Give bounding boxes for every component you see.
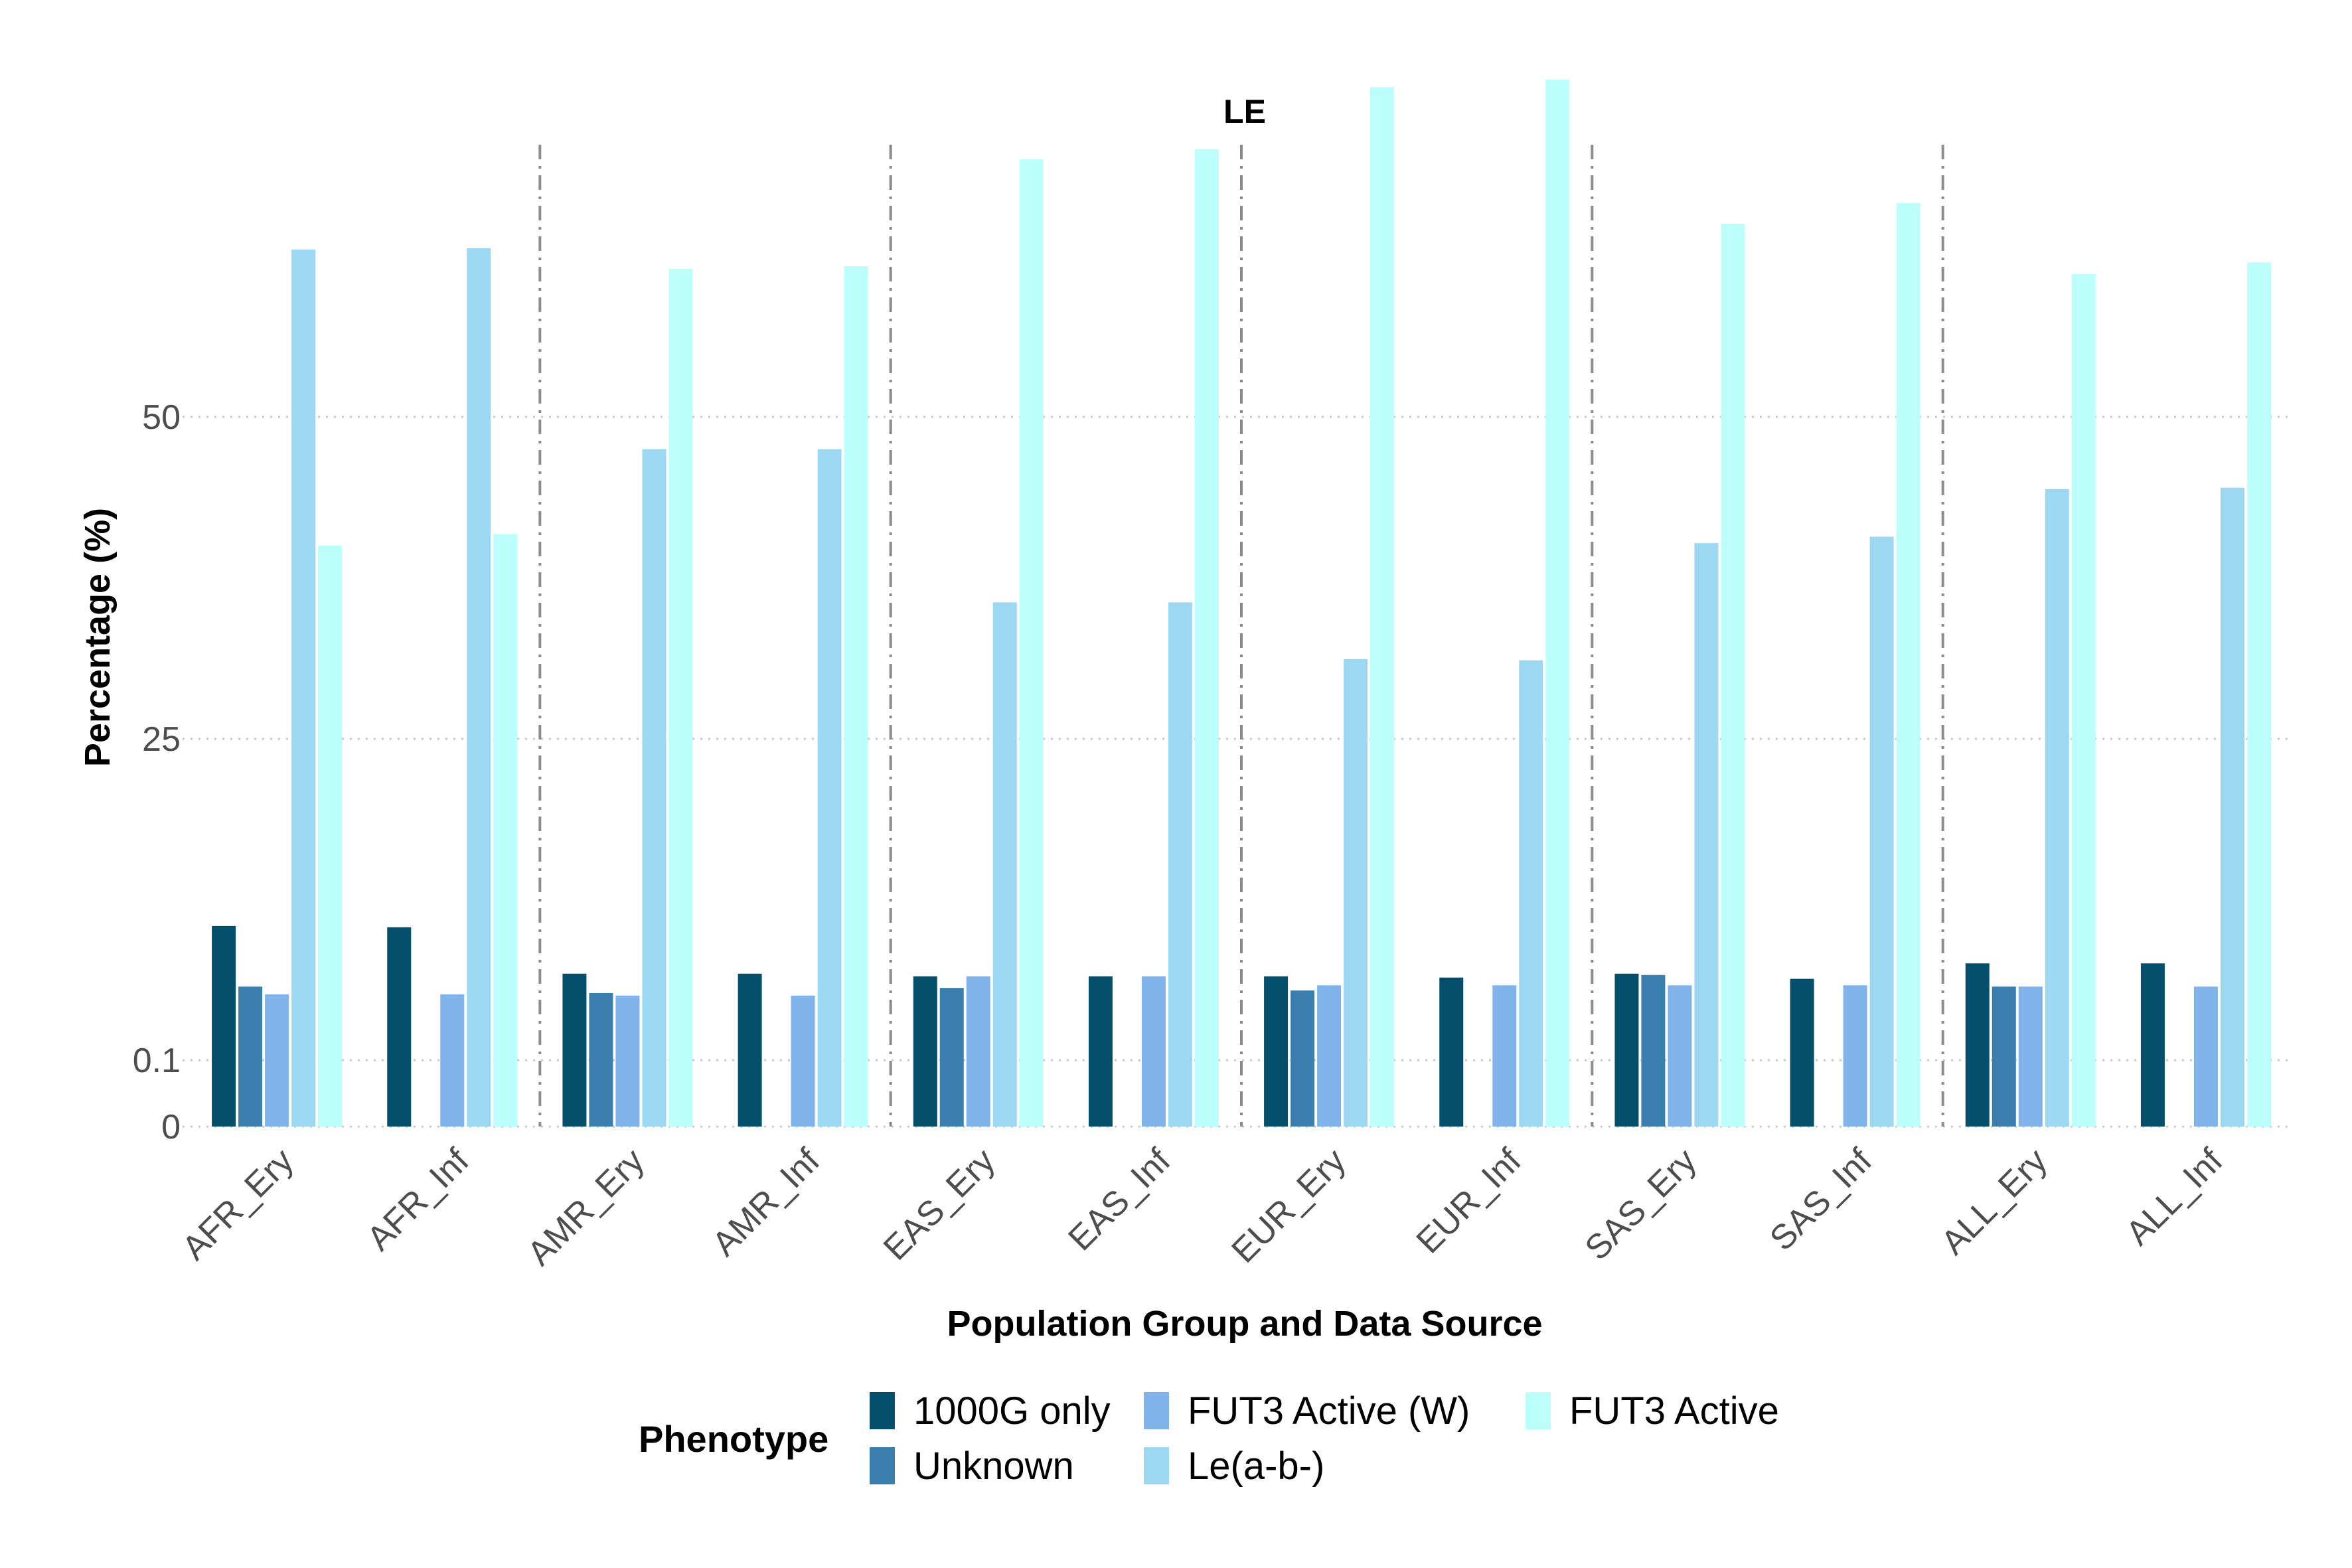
x-tick-label-AFR_Inf: AFR_Inf <box>360 1141 477 1258</box>
bar-SAS_Inf-Le(a-b-) <box>1869 536 1894 1127</box>
bar-AFR_Inf-Le(a-b-) <box>467 248 491 1127</box>
y-axis-ticks: 0 0.1 25 50 <box>133 398 181 1146</box>
bar-EUR_Inf-FUT3 Active (W) <box>1492 985 1517 1127</box>
bar-EAS_Inf-FUT3 Active (W) <box>1141 976 1166 1127</box>
bar-AFR_Ery-FUT3 Active (W) <box>265 994 289 1127</box>
legend-key-1000G only <box>870 1392 895 1429</box>
bar-AMR_Inf-Le(a-b-) <box>817 449 842 1127</box>
bar-SAS_Inf-FUT3 Active <box>1896 202 1921 1127</box>
bar-AMR_Ery-Unknown <box>589 992 613 1127</box>
bar-EUR_Ery-FUT3 Active <box>1370 87 1395 1127</box>
bar-SAS_Inf-FUT3 Active (W) <box>1843 985 1867 1127</box>
x-tick-label-EUR_Ery: EUR_Ery <box>1224 1141 1353 1270</box>
bar-ALL_Inf-Le(a-b-) <box>2220 487 2244 1127</box>
bar-AMR_Inf-FUT3 Active (W) <box>791 995 815 1127</box>
bar-EUR_Inf-1000G only <box>1439 977 1464 1127</box>
group-separators <box>538 145 1944 1127</box>
bar-AMR_Inf-1000G only <box>738 973 762 1127</box>
legend-items: 1000G only Unknown FUT3 Active (W) Le(a-b-)… <box>870 1389 1779 1488</box>
bar-ALL_Ery-FUT3 Active <box>2071 274 2096 1127</box>
bar-EAS_Ery-Le(a-b-) <box>992 602 1017 1127</box>
bar-EUR_Inf-Le(a-b-) <box>1519 660 1543 1127</box>
bar-AFR_Inf-1000G only <box>387 927 412 1127</box>
legend-label-FUT3 Active: FUT3 Active <box>1569 1389 1779 1433</box>
x-axis-title: Population Group and Data Source <box>947 1304 1542 1344</box>
bar-AFR_Inf-FUT3 Active (W) <box>440 994 465 1127</box>
bar-AFR_Ery-1000G only <box>212 925 236 1127</box>
bar-EAS_Inf-Le(a-b-) <box>1168 602 1192 1127</box>
bar-AMR_Ery-1000G only <box>562 973 587 1127</box>
bar-EAS_Inf-1000G only <box>1088 976 1113 1127</box>
bar-AFR_Ery-Le(a-b-) <box>291 249 316 1127</box>
bar-EAS_Ery-FUT3 Active <box>1019 159 1044 1127</box>
x-tick-label-ALL_Inf: ALL_Inf <box>2119 1141 2231 1253</box>
y-tick-label-0: 0 <box>161 1108 181 1146</box>
bar-AFR_Inf-FUT3 Active <box>493 534 518 1127</box>
legend-label-1000G only: 1000G only <box>913 1389 1111 1433</box>
bar-EUR_Ery-Unknown <box>1291 990 1315 1127</box>
x-tick-label-SAS_Ery: SAS_Ery <box>1578 1141 1704 1267</box>
legend-label-FUT3 Active (W): FUT3 Active (W) <box>1188 1389 1470 1433</box>
x-axis-ticks: AFR_Ery AFR_Inf AMR_Ery AMR_Inf EAS_Ery EAS_I… <box>175 1141 2230 1273</box>
chart-title: LE <box>1223 93 1266 130</box>
bar-ALL_Ery-Unknown <box>1992 986 2016 1127</box>
bar-EAS_Ery-Unknown <box>939 988 964 1127</box>
bar-EAS_Ery-FUT3 Active (W) <box>966 976 990 1127</box>
bar-AMR_Ery-Le(a-b-) <box>642 449 666 1127</box>
bar-SAS_Inf-1000G only <box>1790 979 1814 1127</box>
legend-key-Unknown <box>870 1447 895 1484</box>
bar-SAS_Ery-FUT3 Active <box>1721 224 1745 1127</box>
y-tick-label-50: 50 <box>142 398 181 437</box>
legend-key-Le(a-b-) <box>1144 1447 1169 1484</box>
bar-ALL_Ery-1000G only <box>1965 963 1990 1127</box>
x-tick-label-EAS_Ery: EAS_Ery <box>876 1141 1002 1267</box>
x-tick-label-EAS_Inf: EAS_Inf <box>1061 1141 1178 1258</box>
x-tick-label-EUR_Inf: EUR_Inf <box>1409 1141 1529 1261</box>
x-tick-label-SAS_Inf: SAS_Inf <box>1763 1141 1879 1258</box>
bar-AFR_Ery-Unknown <box>238 986 263 1127</box>
bar-EAS_Inf-FUT3 Active <box>1194 149 1219 1127</box>
bar-EAS_Ery-1000G only <box>913 976 937 1127</box>
y-tick-label-0.1: 0.1 <box>133 1042 181 1080</box>
x-tick-label-AMR_Ery: AMR_Ery <box>520 1141 652 1273</box>
legend-label-Unknown: Unknown <box>913 1445 1074 1488</box>
legend: Phenotype 1000G only Unknown FUT3 Active (… <box>639 1389 1779 1488</box>
bar-EUR_Ery-FUT3 Active (W) <box>1317 985 1342 1127</box>
bar-AMR_Inf-FUT3 Active <box>844 266 868 1127</box>
bar-SAS_Ery-FUT3 Active (W) <box>1668 985 1692 1127</box>
x-tick-label-AMR_Inf: AMR_Inf <box>705 1141 827 1263</box>
legend-key-FUT3 Active <box>1526 1392 1551 1429</box>
bar-AFR_Ery-FUT3 Active <box>318 546 343 1127</box>
bar-EUR_Ery-1000G only <box>1264 976 1289 1127</box>
bar-AMR_Ery-FUT3 Active (W) <box>615 995 640 1127</box>
legend-label-Le(a-b-): Le(a-b-) <box>1188 1445 1324 1488</box>
x-tick-label-AFR_Ery: AFR_Ery <box>175 1141 301 1267</box>
bar-AMR_Ery-FUT3 Active <box>668 268 693 1127</box>
legend-key-FUT3 Active (W) <box>1144 1392 1169 1429</box>
bar-EUR_Inf-FUT3 Active <box>1545 79 1570 1127</box>
bar-SAS_Ery-Le(a-b-) <box>1694 543 1719 1127</box>
grid-lines <box>183 416 2294 1128</box>
x-tick-label-ALL_Ery: ALL_Ery <box>1934 1141 2055 1262</box>
bar-ALL_Inf-FUT3 Active (W) <box>2193 986 2218 1127</box>
bar-ALL_Inf-FUT3 Active <box>2246 262 2271 1127</box>
bar-EUR_Ery-Le(a-b-) <box>1344 659 1368 1127</box>
bar-ALL_Ery-Le(a-b-) <box>2045 489 2069 1127</box>
bar-SAS_Ery-Unknown <box>1641 975 1666 1127</box>
bars <box>212 79 2271 1127</box>
legend-title: Phenotype <box>639 1418 828 1460</box>
bar-SAS_Ery-1000G only <box>1614 973 1639 1127</box>
bar-ALL_Inf-1000G only <box>2140 963 2165 1127</box>
y-tick-label-25: 25 <box>142 720 181 759</box>
y-axis-title: Percentage (%) <box>78 508 118 767</box>
bar-ALL_Ery-FUT3 Active (W) <box>2018 986 2043 1127</box>
